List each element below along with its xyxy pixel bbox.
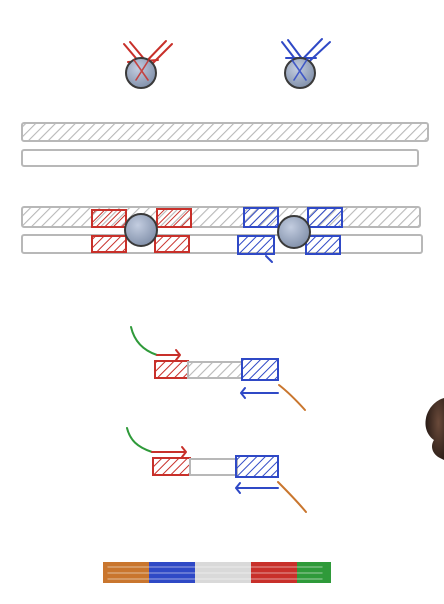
- red-arm-bottom-right: [154, 235, 190, 253]
- amplicon-1-red-block: [154, 360, 189, 379]
- amplicon-1-orange-tail: [278, 384, 306, 411]
- library-segment-blue: [149, 562, 195, 583]
- hybrid-bottom-strand: [21, 234, 423, 254]
- blue-probe: [281, 38, 331, 89]
- blue-arm-top-right: [307, 207, 343, 228]
- amplicon-1: [130, 326, 306, 411]
- red-arm-bottom-left: [91, 235, 127, 253]
- blue-probe-bead: [284, 57, 316, 89]
- library-segment-red: [251, 562, 297, 583]
- amplicon-1-red-primer: [156, 349, 181, 361]
- library-molecule: [103, 562, 331, 583]
- blue-probe-bead-bound: [277, 215, 311, 249]
- library-segment-orange: [103, 562, 149, 583]
- blue-arm-bottom-left: [237, 235, 275, 255]
- amplicon-2-gray-insert: [189, 458, 238, 476]
- red-probe: [123, 40, 173, 89]
- amplicon-2-blue-block: [235, 455, 279, 478]
- amplicon-2-blue-primer: [235, 482, 279, 494]
- amplicon-2-red-primer: [151, 446, 187, 458]
- red-probe-bead-bound: [124, 213, 158, 247]
- hybridized-duplex: [21, 206, 423, 263]
- genomic-top-strand: [21, 122, 429, 142]
- amplicon-2: [126, 427, 307, 513]
- blue-arm-top-left: [243, 207, 279, 228]
- genomic-bottom-strand: [21, 149, 419, 167]
- amplicon-2-orange-tail: [277, 481, 307, 513]
- hybrid-top-strand: [21, 206, 421, 228]
- amplicon-2-green-tail: [126, 427, 153, 453]
- genomic-duplex: [21, 122, 429, 167]
- red-arm-top-left: [91, 209, 127, 228]
- amplicon-1-green-tail: [130, 326, 158, 356]
- amplicon-1-gray-insert: [187, 361, 243, 379]
- blue-arm-bottom-right: [305, 235, 341, 255]
- library-segment-gray: [195, 562, 251, 583]
- amplicon-2-red-block: [152, 457, 191, 476]
- primer-probes: [123, 38, 331, 89]
- hand-icon: [425, 398, 444, 460]
- red-arm-top-right: [156, 208, 192, 228]
- amplicon-1-blue-block: [241, 358, 279, 381]
- amplicon-1-blue-primer: [240, 387, 279, 399]
- library-segment-green: [297, 562, 331, 583]
